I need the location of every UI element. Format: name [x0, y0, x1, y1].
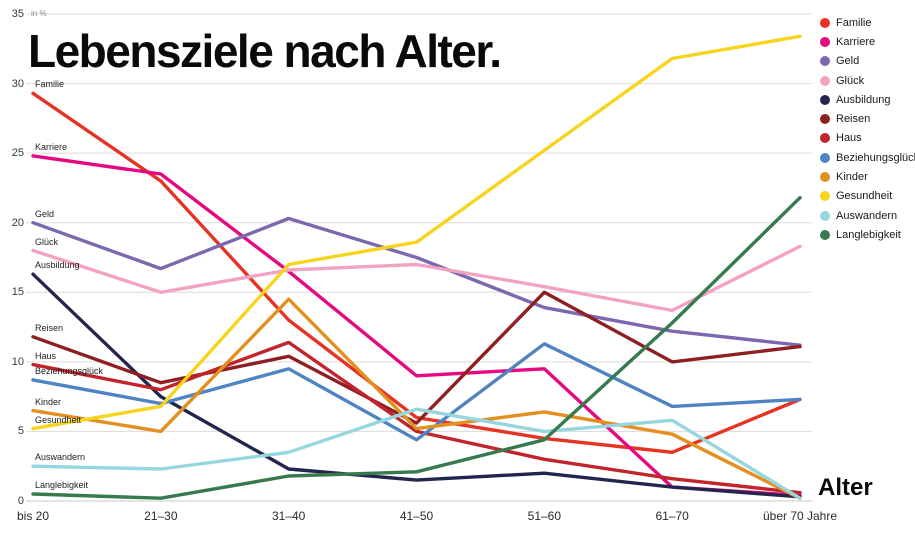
- legend-label: Geld: [836, 55, 860, 68]
- series-line-geld: [31, 216, 802, 347]
- legend-dot: [820, 152, 830, 163]
- legend-item-reisen: Reisen: [820, 109, 915, 128]
- series-line-ausbildung: [31, 272, 802, 499]
- legend-label: Glück: [836, 74, 865, 87]
- series-line-reisen: [31, 290, 802, 425]
- y-tick-label: 30: [11, 77, 24, 90]
- series-start-label-langlebigkeit: Langlebigkeit: [35, 480, 89, 491]
- series-start-label-kinder: Kinder: [35, 396, 62, 407]
- series-start-label-familie: Familie: [35, 79, 65, 90]
- legend-label: Beziehungsglück: [836, 151, 915, 164]
- legend-label: Gesundheit: [836, 190, 893, 203]
- legend-item-karriere: Karriere: [820, 32, 915, 51]
- legend-item-langlebigkeit: Langlebigkeit: [820, 225, 915, 244]
- legend-dot: [820, 133, 830, 144]
- y-tick-label: 0: [17, 495, 24, 507]
- series-start-label-karriere: Karriere: [35, 141, 68, 152]
- series-line-glück: [31, 244, 802, 313]
- legend-label: Karriere: [836, 35, 876, 48]
- series-line-gesundheit: [31, 34, 802, 431]
- series-start-label-gesundheit: Gesundheit: [35, 414, 82, 425]
- legend-label: Ausbildung: [836, 93, 891, 106]
- series-line-haus: [31, 340, 802, 495]
- legend-item-glück: Glück: [820, 71, 915, 90]
- legend-item-beziehungsglück: Beziehungsglück: [820, 148, 915, 167]
- y-tick-label: 20: [11, 216, 24, 229]
- series-start-label-haus: Haus: [35, 350, 57, 361]
- legend: Familie Karriere Geld Glück Ausbildung Reisen…: [820, 13, 915, 245]
- legend-dot: [820, 172, 830, 183]
- series-line-karriere: [31, 154, 802, 498]
- legend-dot: [820, 229, 830, 240]
- series-line-familie: [31, 91, 802, 454]
- x-tick-label: bis 20: [16, 509, 50, 523]
- legend-dot: [820, 75, 830, 86]
- legend-item-kinder: Kinder: [820, 167, 915, 186]
- x-tick-label: 41–50: [399, 509, 434, 523]
- legend-item-gesundheit: Gesundheit: [820, 187, 915, 206]
- series-line-auswandern: [31, 407, 802, 500]
- legend-item-familie: Familie: [820, 13, 915, 32]
- x-tick-label: 21–30: [144, 509, 178, 523]
- y-tick-label: 5: [17, 425, 24, 438]
- legend-label: Langlebigkeit: [836, 228, 901, 241]
- legend-dot: [820, 56, 830, 67]
- y-tick-label: 25: [11, 147, 24, 160]
- legend-item-geld: Geld: [820, 52, 915, 71]
- x-tick-label: 31–40: [271, 509, 306, 523]
- x-axis-title: Alter: [818, 474, 873, 501]
- y-tick-label: 35: [11, 8, 24, 20]
- legend-label: Auswandern: [836, 209, 898, 222]
- y-tick-label: 10: [11, 355, 24, 368]
- legend-item-ausbildung: Ausbildung: [820, 90, 915, 109]
- series-start-label-beziehungsglück: Beziehungsglück: [35, 365, 104, 376]
- legend-label: Familie: [836, 16, 872, 29]
- series-start-label-geld: Geld: [35, 208, 55, 219]
- series-line-langlebigkeit: [31, 195, 802, 500]
- series-start-label-ausbildung: Ausbildung: [35, 260, 80, 271]
- legend-dot: [820, 17, 830, 28]
- legend-item-haus: Haus: [820, 129, 915, 148]
- y-tick-label: 15: [11, 286, 24, 299]
- legend-label: Kinder: [836, 171, 868, 184]
- x-tick-label: 51–60: [527, 509, 562, 523]
- y-axis-unit-label: in %: [31, 9, 47, 18]
- series-start-label-reisen: Reisen: [35, 322, 64, 333]
- legend-label: Haus: [836, 132, 862, 145]
- legend-dot: [820, 210, 830, 221]
- legend-dot: [820, 114, 830, 125]
- x-tick-label: 61–70: [655, 509, 689, 523]
- series-start-label-auswandern: Auswandern: [35, 452, 86, 463]
- chart-title: Lebensziele nach Alter.: [28, 25, 502, 77]
- legend-dot: [820, 36, 830, 47]
- legend-dot: [820, 191, 830, 202]
- legend-item-auswandern: Auswandern: [820, 206, 915, 225]
- series-line-kinder: [31, 297, 802, 500]
- series-line-beziehungsglück: [31, 342, 802, 442]
- series-start-label-glück: Glück: [35, 236, 59, 247]
- legend-dot: [820, 94, 830, 105]
- x-tick-label: über 70 Jahre: [762, 509, 838, 523]
- legend-label: Reisen: [836, 113, 871, 126]
